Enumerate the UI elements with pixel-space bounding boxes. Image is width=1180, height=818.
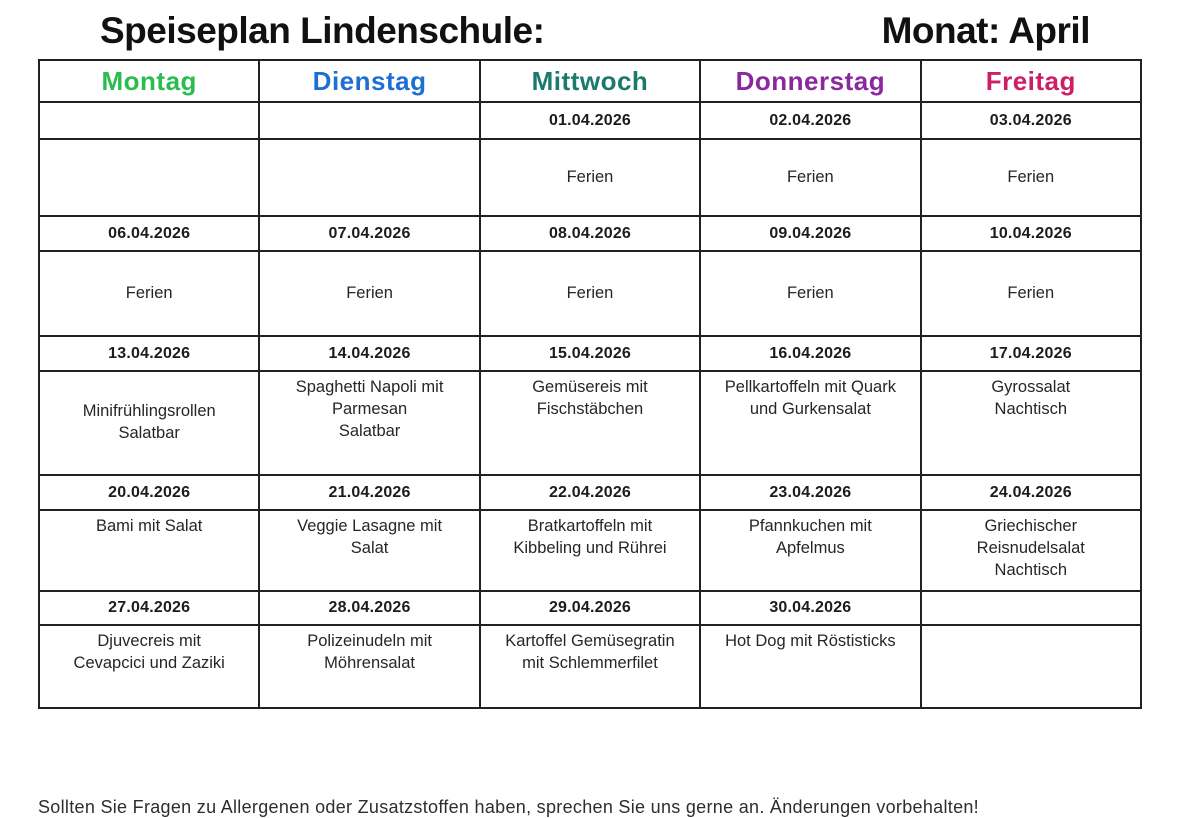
meal-cell: Spaghetti Napoli mit Parmesan Salatbar	[258, 370, 481, 476]
date-cell: 13.04.2026	[37, 335, 261, 372]
date-cell: 10.04.2026	[919, 215, 1143, 252]
meal-cell: Ferien	[37, 250, 261, 337]
date-cell: 02.04.2026	[699, 101, 922, 140]
week2-date-row: 06.04.2026 07.04.2026 08.04.2026 09.04.2…	[37, 215, 1143, 252]
title-row: Speiseplan Lindenschule: Monat: April	[0, 10, 1180, 52]
date-cell: 14.04.2026	[258, 335, 481, 372]
week4-meal-row: Bami mit Salat Veggie Lasagne mit Salat …	[37, 509, 1143, 592]
meal-cell: Griechischer Reisnudelsalat Nachtisch	[919, 509, 1143, 592]
meal-cell: Gemüsereis mit Fischstäbchen	[478, 370, 702, 476]
date-cell	[37, 101, 261, 140]
date-cell: 22.04.2026	[478, 474, 702, 511]
date-cell: 06.04.2026	[37, 215, 261, 252]
date-cell: 30.04.2026	[699, 590, 922, 626]
meal-cell: Djuvecreis mit Cevapcici und Zaziki	[37, 624, 261, 709]
date-cell: 09.04.2026	[699, 215, 922, 252]
meal-cell: Veggie Lasagne mit Salat	[258, 509, 481, 592]
meal-cell: Ferien	[258, 250, 481, 337]
week1-meal-row: Ferien Ferien Ferien	[37, 138, 1143, 217]
page-title: Speiseplan Lindenschule:	[100, 10, 545, 51]
meal-cell: Ferien	[478, 138, 702, 217]
date-cell: 28.04.2026	[258, 590, 481, 626]
weekday-header-row: Montag Dienstag Mittwoch Donnerstag Frei…	[37, 59, 1143, 103]
day-header-freitag: Freitag	[919, 59, 1143, 103]
meal-cell	[919, 624, 1143, 709]
meal-cell: Ferien	[919, 138, 1143, 217]
week5-date-row: 27.04.2026 28.04.2026 29.04.2026 30.04.2…	[37, 590, 1143, 626]
date-cell: 16.04.2026	[699, 335, 922, 372]
date-cell: 08.04.2026	[478, 215, 702, 252]
meal-cell: Kartoffel Gemüsegratin mit Schlemmerfile…	[478, 624, 702, 709]
meal-cell: Pellkartoffeln mit Quark und Gurkensalat	[699, 370, 922, 476]
date-cell: 15.04.2026	[478, 335, 702, 372]
week2-meal-row: Ferien Ferien Ferien Ferien Ferien	[37, 250, 1143, 337]
date-cell: 07.04.2026	[258, 215, 481, 252]
date-cell: 23.04.2026	[699, 474, 922, 511]
meal-cell: Ferien	[699, 250, 922, 337]
meal-cell: Minifrühlingsrollen Salatbar	[37, 370, 261, 476]
meal-cell	[258, 138, 481, 217]
date-cell: 03.04.2026	[919, 101, 1143, 140]
meal-cell: Ferien	[478, 250, 702, 337]
meal-cell: Polizeinudeln mit Möhrensalat	[258, 624, 481, 709]
date-cell	[919, 590, 1143, 626]
date-cell: 21.04.2026	[258, 474, 481, 511]
meal-cell: Hot Dog mit Röstisticks	[699, 624, 922, 709]
date-cell: 29.04.2026	[478, 590, 702, 626]
meal-plan-table: Montag Dienstag Mittwoch Donnerstag Frei…	[37, 59, 1143, 709]
week3-meal-row: Minifrühlingsrollen Salatbar Spaghetti N…	[37, 370, 1143, 476]
week4-date-row: 20.04.2026 21.04.2026 22.04.2026 23.04.2…	[37, 474, 1143, 511]
week1-date-row: 01.04.2026 02.04.2026 03.04.2026	[37, 101, 1143, 140]
footer-note: Sollten Sie Fragen zu Allergenen oder Zu…	[38, 797, 979, 817]
date-cell: 20.04.2026	[37, 474, 261, 511]
week5-meal-row: Djuvecreis mit Cevapcici und Zaziki Poli…	[37, 624, 1143, 709]
week3-date-row: 13.04.2026 14.04.2026 15.04.2026 16.04.2…	[37, 335, 1143, 372]
meal-cell	[37, 138, 261, 217]
meal-cell: Ferien	[699, 138, 922, 217]
date-cell: 24.04.2026	[919, 474, 1143, 511]
meal-cell: Bami mit Salat	[37, 509, 261, 592]
meal-cell: Pfannkuchen mit Apfelmus	[699, 509, 922, 592]
day-header-mittwoch: Mittwoch	[478, 59, 702, 103]
date-cell: 01.04.2026	[478, 101, 702, 140]
month-title: Monat: April	[881, 10, 1091, 51]
date-cell	[258, 101, 481, 140]
meal-cell: Gyrossalat Nachtisch	[919, 370, 1143, 476]
meal-cell: Ferien	[919, 250, 1143, 337]
day-header-donnerstag: Donnerstag	[699, 59, 922, 103]
day-header-dienstag: Dienstag	[258, 59, 481, 103]
day-header-montag: Montag	[37, 59, 261, 103]
date-cell: 27.04.2026	[37, 590, 261, 626]
meal-cell: Bratkartoffeln mit Kibbeling und Rührei	[478, 509, 702, 592]
date-cell: 17.04.2026	[919, 335, 1143, 372]
